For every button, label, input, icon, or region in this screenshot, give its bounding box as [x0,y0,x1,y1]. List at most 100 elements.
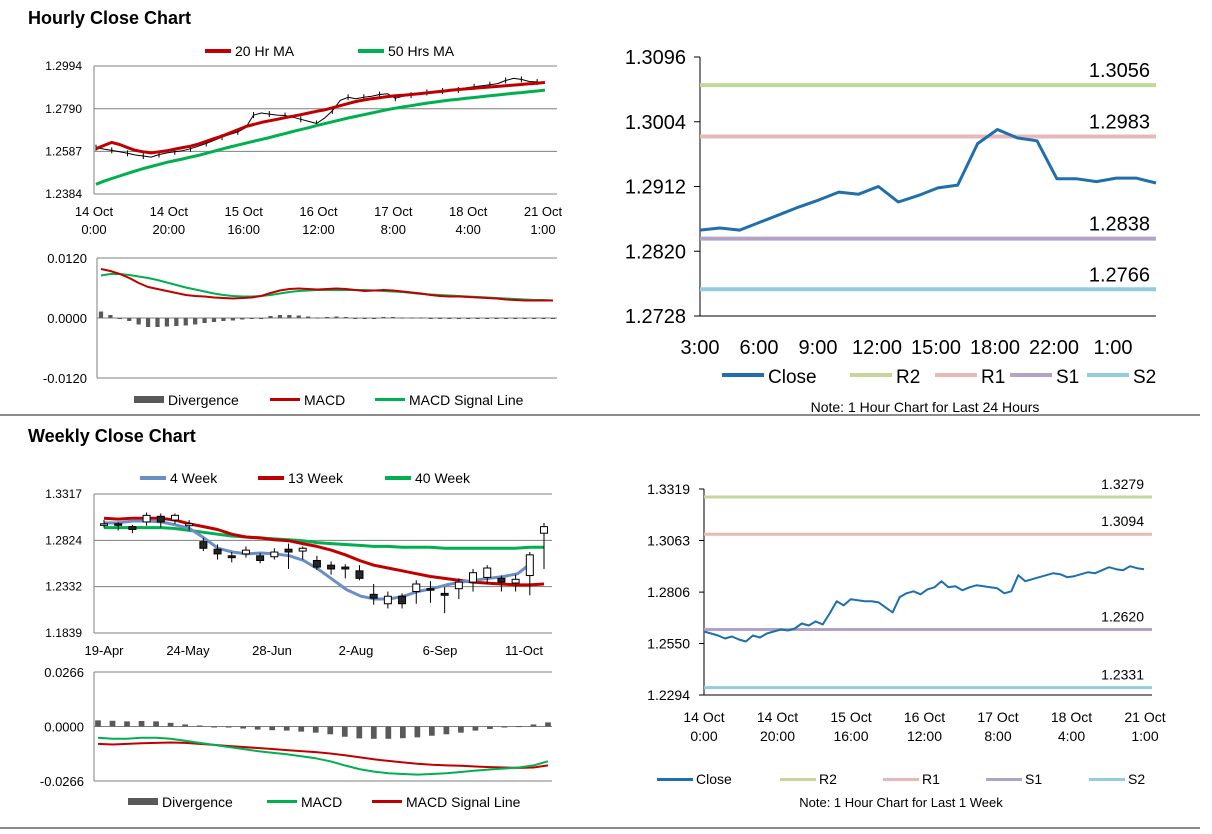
hourly-macd-divergence-bar [494,318,499,319]
weekly-levels-tick-label: 1.2550 [647,636,690,652]
hourly-macd-divergence-bar [343,317,348,318]
weekly-13wk-legend-swatch [258,476,284,480]
weekly-price-candle-body [100,523,108,526]
weekly-levels-x-tick-label: 15 Oct [830,709,871,725]
weekly-macd-divergence-bar [153,721,159,727]
weekly-macd-divergence-bar [530,724,537,727]
weekly-macd-legend-label: MACD [301,794,342,810]
weekly-levels-tick-label: 1.2294 [647,687,690,703]
hourly-level-s1-label: 1.2838 [1089,214,1150,236]
hourly-levels-x-tick-label: 1:00 [1094,337,1133,359]
hourly-macd-divergence-bar [108,315,113,318]
weekly-macd-divergence-bar [312,726,319,733]
weekly-levels-legend-label: R2 [819,771,837,787]
weekly-levels-legend-label: R1 [922,771,940,787]
hourly-macd-divergence-bar [456,318,461,319]
hourly-macd-divergence-bar [221,318,226,321]
hourly-levels-legend-label: R2 [896,367,920,388]
weekly-price-candle-body [213,548,222,555]
weekly-macd-divergence-bar [356,726,363,739]
hourly-macd-divergence-bar [306,316,311,318]
hourly-macd-divergence-bar [230,318,235,321]
hourly-macd-divergence-bar [315,317,320,319]
hourly-macd-divergence-bar [145,318,151,327]
weekly-price-candle-body [369,593,378,599]
hourly-macd-divergence-bar [277,315,283,318]
weekly-price-40wk-line [104,526,544,550]
weekly-levels-chart: 1.3319 1.3063 1.2806 1.2550 1.2294 1.3279 1.30… [647,476,1166,810]
hourly-macd-divergence-bar [174,318,179,326]
weekly-levels-x-tick-label: 0:00 [690,728,717,744]
hourly-macd-divergence-bar [98,311,104,318]
hourly-levels-legend-label: S2 [1133,367,1156,388]
hourly-levels-chart: 1.3096 1.3004 1.2912 1.2820 1.2728 1.3056 1.29… [625,47,1157,415]
hourly-macd-divergence-bar [258,318,264,319]
weekly-macd-chart: 0.0266 0.0000 -0.0266 Divergence MACD MACD Si… [40,665,552,810]
weekly-price-candle-body [341,566,350,570]
hourly-macd-divergence-bar [484,318,490,319]
hourly-macd-signal-line [100,273,554,302]
weekly-price-tick-label: 1.2824 [45,533,82,547]
weekly-price-candle-body [312,559,321,568]
weekly-macd-divergence-bar [429,726,435,736]
weekly-macd-divergence-legend-swatch [128,798,158,805]
hourly-macd-divergence-bar [362,318,367,319]
weekly-price-x-tick-label: 19-Apr [84,643,124,658]
hourly-price-x-tick-label: 16 Oct [299,204,338,219]
hourly-macd-divergence-bar [428,318,433,319]
hourly-ma50-legend-swatch [358,49,384,53]
hourly-levels-legend-label: Close [768,367,817,388]
weekly-price-candle-body [128,526,137,530]
hourly-price-x-tick-label: 1:00 [530,222,555,237]
weekly-price-x-tick-label: 28-Jun [252,643,292,658]
hourly-macd-chart: 0.0120 0.0000 -0.0120 Divergence MACD MACD Si… [43,251,557,408]
weekly-macd-divergence-bar [269,726,276,731]
weekly-price-candle-body [284,548,293,553]
weekly-price-candle-body [355,570,364,579]
hourly-macd-divergence-bar [287,315,292,318]
weekly-levels-x-tick-label: 8:00 [984,728,1011,744]
weekly-price-candle-body [426,588,435,591]
weekly-price-tick-label: 1.1839 [45,626,82,640]
weekly-macd-divergence-bar [501,726,508,728]
hourly-price-ma20-line [95,80,546,155]
weekly-levels-x-tick-label: 20:00 [760,728,795,744]
hourly-macd-divergence-bar [334,316,339,318]
weekly-price-candle-body [440,592,449,596]
weekly-price-candle-body [156,515,165,523]
weekly-price-candle-body [454,581,463,590]
hourly-levels-tick-label: 1.3096 [625,47,686,69]
weekly-price-x-tick-label: 11-Oct [505,643,543,658]
hourly-price-tick-label: 1.2994 [45,59,82,73]
hourly-price-x-tick-label: 12:00 [302,222,335,237]
hourly-price-x-tick-label: 17 Oct [374,204,413,219]
hourly-price-x-tick-label: 20:00 [153,222,186,237]
hourly-macd-divergence-bar [240,318,245,320]
hourly-macd-legend-swatch [375,398,405,401]
weekly-macd-divergence-bar [545,722,551,727]
weekly-levels-x-tick-label: 16:00 [833,728,868,744]
hourly-levels-x-tick-label: 3:00 [681,337,720,359]
weekly-macd-divergence-bar [225,726,232,728]
hourly-macd-divergence-bar [296,315,301,318]
weekly-macd-divergence-bar [182,724,188,727]
weekly-price-tick-label: 1.2332 [45,580,82,594]
hourly-macd-divergence-bar [475,318,480,319]
weekly-macd-divergence-bar [327,726,334,735]
weekly-macd-tick-label: 0.0266 [44,665,84,680]
weekly-macd-divergence-bar [124,721,130,727]
weekly-levels-legend-swatch [1089,778,1125,781]
hourly-macd-divergence-bar [381,317,386,318]
weekly-macd-divergence-bar [443,726,450,735]
hourly-levels-x-tick-label: 15:00 [911,337,961,359]
hourly-macd-divergence-bar [268,316,273,318]
weekly-price-candle-body [270,551,279,558]
weekly-price-candle-body [383,595,392,605]
hourly-levels-legend-label: R1 [981,367,1005,388]
weekly-40wk-legend-label: 40 Week [415,470,471,486]
weekly-macd-divergence-bar [240,726,247,729]
hourly-ma20-legend-swatch [205,49,231,53]
hourly-macd-divergence-bar [503,318,509,319]
weekly-levels-note: Note: 1 Hour Chart for Last 1 Week [799,795,1003,810]
